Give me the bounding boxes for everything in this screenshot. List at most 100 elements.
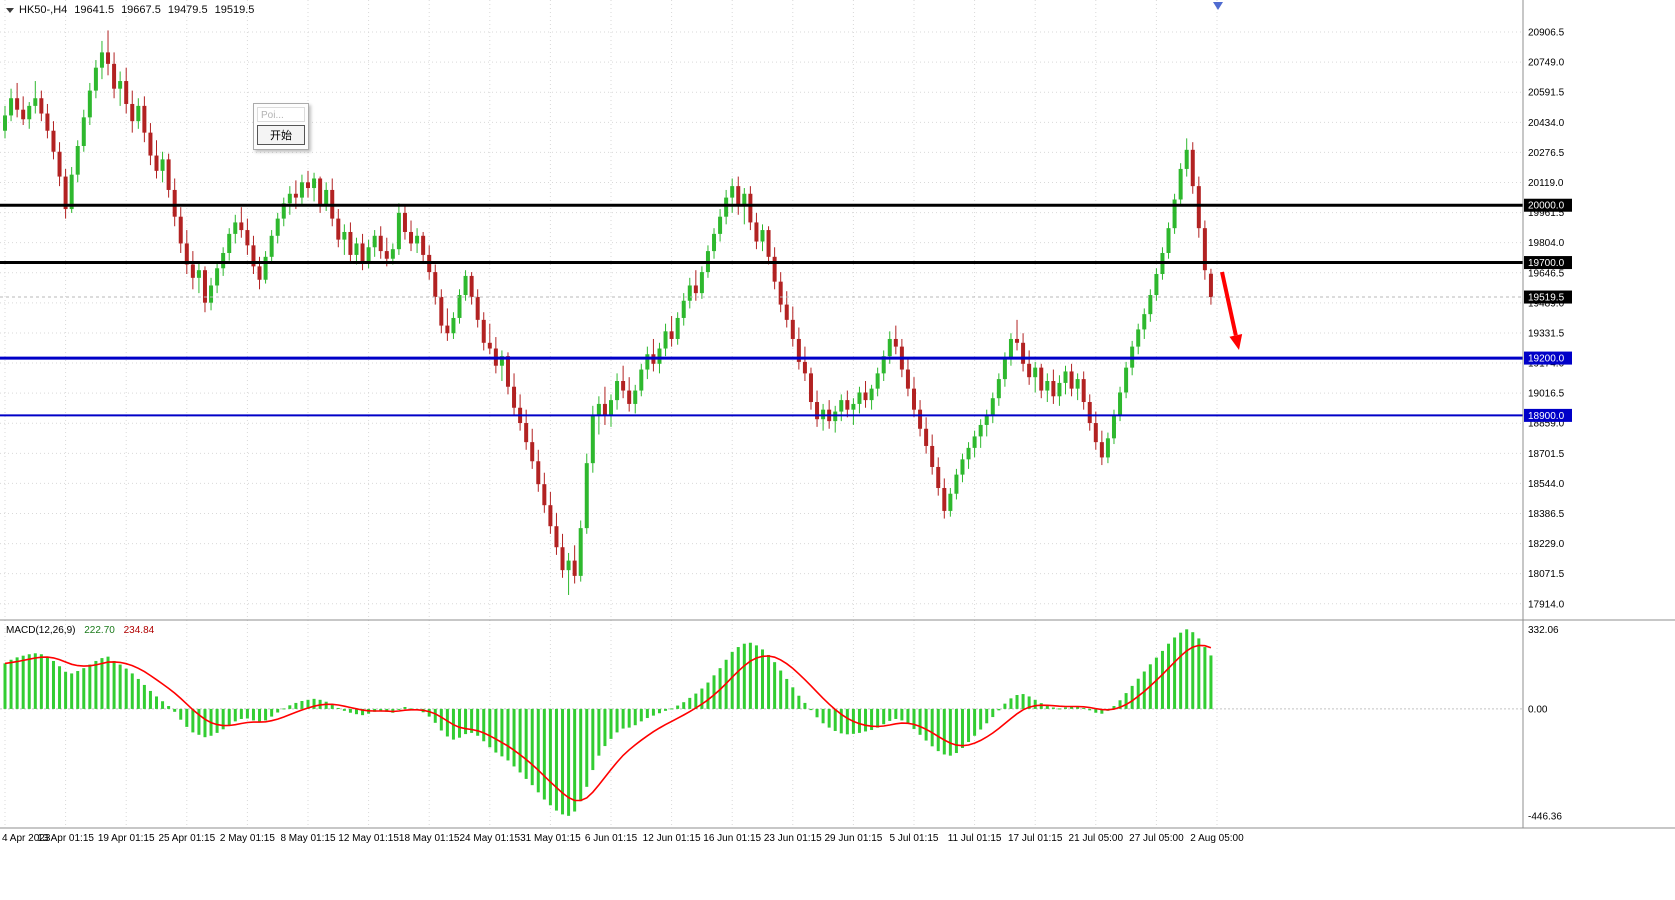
macd-bar bbox=[973, 708, 977, 736]
macd-bar bbox=[354, 708, 358, 715]
macd-bar bbox=[676, 705, 680, 709]
macd-bar bbox=[1088, 708, 1092, 711]
macd-bar bbox=[845, 708, 849, 735]
macd-bar bbox=[1039, 703, 1043, 709]
macd-bar bbox=[1076, 706, 1080, 709]
start-button[interactable]: 开始 bbox=[257, 125, 305, 145]
candle bbox=[960, 453, 965, 483]
macd-bar bbox=[1070, 706, 1074, 709]
macd-bar bbox=[979, 708, 983, 730]
macd-bar bbox=[203, 708, 207, 738]
macd-bar bbox=[639, 708, 643, 722]
candle bbox=[530, 428, 535, 469]
macd-bar bbox=[1185, 629, 1189, 709]
macd-bar bbox=[1094, 708, 1098, 713]
chart-dropdown-icon[interactable] bbox=[6, 7, 14, 13]
candle bbox=[621, 365, 626, 399]
candle bbox=[481, 312, 486, 351]
candle bbox=[1166, 222, 1171, 259]
macd-bar bbox=[288, 705, 292, 709]
macd-bar bbox=[130, 673, 134, 709]
price-badge-19519.5: 19519.5 bbox=[1524, 290, 1572, 304]
macd-bar bbox=[155, 696, 158, 709]
candle bbox=[772, 247, 777, 290]
time-axis-label: 2 May 01:15 bbox=[220, 833, 275, 844]
candle bbox=[663, 323, 668, 357]
price-axis-label: 20119.0 bbox=[1528, 178, 1564, 189]
candle bbox=[536, 449, 541, 492]
candle bbox=[1124, 361, 1129, 399]
price-axis-label: 20276.5 bbox=[1528, 148, 1565, 159]
candle bbox=[330, 178, 335, 227]
candle bbox=[778, 272, 783, 313]
macd-bar bbox=[585, 708, 589, 787]
macd-bar bbox=[1021, 694, 1025, 709]
macd-bar bbox=[324, 701, 328, 709]
svg-text:19200.0: 19200.0 bbox=[1528, 354, 1565, 365]
macd-bar bbox=[688, 697, 692, 709]
macd-bar bbox=[458, 708, 461, 738]
price-axis[interactable]: 20906.5 20749.0 20591.5 20434.0 20276.5 20119… bbox=[1524, 28, 1572, 611]
candle bbox=[148, 123, 153, 166]
candle bbox=[227, 228, 232, 261]
macd-bar bbox=[51, 660, 55, 709]
price-axis-label: 20749.0 bbox=[1528, 58, 1565, 69]
candle bbox=[190, 251, 195, 290]
trend-arrow-annotation[interactable] bbox=[1220, 271, 1243, 350]
candle bbox=[112, 52, 117, 99]
macd-bar bbox=[464, 708, 468, 735]
candle bbox=[518, 394, 523, 431]
macd-bar bbox=[1112, 706, 1116, 709]
candle bbox=[845, 390, 850, 418]
macd-bar bbox=[809, 708, 813, 711]
candle bbox=[433, 264, 438, 305]
price-axis-label: 19331.5 bbox=[1528, 328, 1565, 339]
macd-bar bbox=[148, 690, 152, 709]
macd-bar bbox=[27, 654, 31, 709]
macd-axis[interactable]: 332.06 0.00 -446.36 bbox=[1528, 625, 1562, 823]
time-axis-label: 2 Aug 05:00 bbox=[1190, 833, 1244, 844]
price-axis-label: 18859.0 bbox=[1528, 419, 1565, 430]
candle bbox=[354, 237, 359, 265]
candle bbox=[233, 214, 238, 244]
candle bbox=[1008, 333, 1013, 366]
candle bbox=[487, 323, 492, 355]
macd-bar bbox=[657, 708, 661, 714]
macd-bar bbox=[227, 708, 231, 726]
candle bbox=[1202, 220, 1207, 280]
time-axis-label: 19 Apr 01:15 bbox=[98, 833, 155, 844]
candle bbox=[936, 457, 941, 496]
candle bbox=[869, 384, 874, 410]
chart-shift-marker[interactable] bbox=[1213, 2, 1223, 10]
macd-bar bbox=[494, 708, 498, 753]
macd-bar bbox=[348, 708, 352, 713]
macd-bar bbox=[76, 671, 80, 709]
candle bbox=[875, 367, 880, 397]
candle bbox=[154, 140, 159, 179]
candle bbox=[196, 262, 201, 294]
candle bbox=[251, 235, 256, 275]
candle bbox=[590, 405, 595, 473]
candle bbox=[421, 231, 426, 263]
candle bbox=[299, 174, 304, 206]
chart-canvas[interactable]: 20906.5 20749.0 20591.5 20434.0 20276.5 20119… bbox=[0, 0, 1675, 860]
macd-bar bbox=[633, 708, 637, 726]
macd-bar bbox=[597, 708, 601, 756]
candle bbox=[390, 243, 395, 265]
time-axis-label: 24 May 01:15 bbox=[459, 833, 520, 844]
macd-bar bbox=[45, 656, 49, 709]
points-input[interactable]: Poi... bbox=[257, 107, 305, 122]
time-axis-label: 12 Jun 01:15 bbox=[643, 833, 701, 844]
candle bbox=[1154, 268, 1159, 301]
macd-bar bbox=[918, 708, 922, 735]
macd-bar bbox=[712, 675, 716, 709]
macd-bar bbox=[791, 687, 795, 709]
macd-bar bbox=[1173, 637, 1177, 709]
candle bbox=[166, 153, 171, 198]
price-axis-label: 20434.0 bbox=[1528, 118, 1565, 129]
candle bbox=[627, 377, 632, 412]
macd-bar bbox=[488, 708, 492, 748]
macd-bar bbox=[409, 708, 413, 710]
candle bbox=[918, 400, 923, 437]
